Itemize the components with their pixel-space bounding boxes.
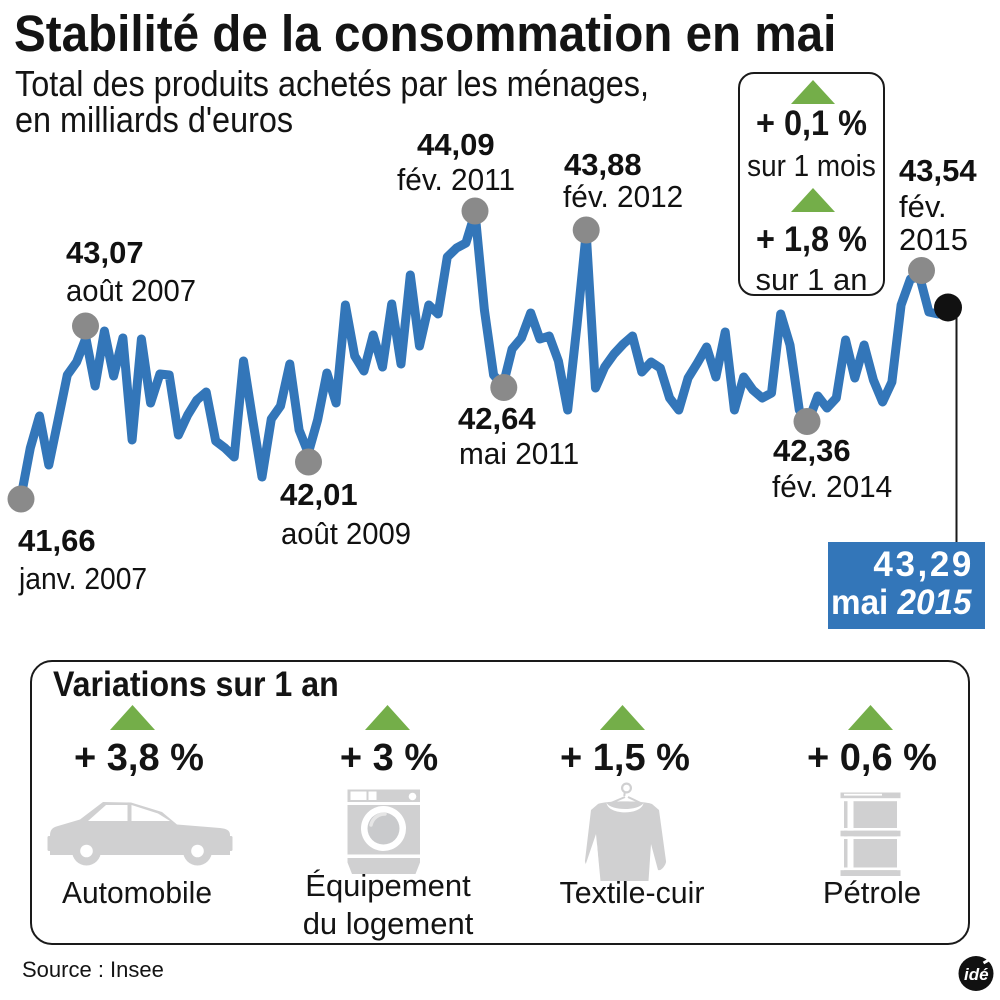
svg-text:idé: idé <box>964 965 989 984</box>
